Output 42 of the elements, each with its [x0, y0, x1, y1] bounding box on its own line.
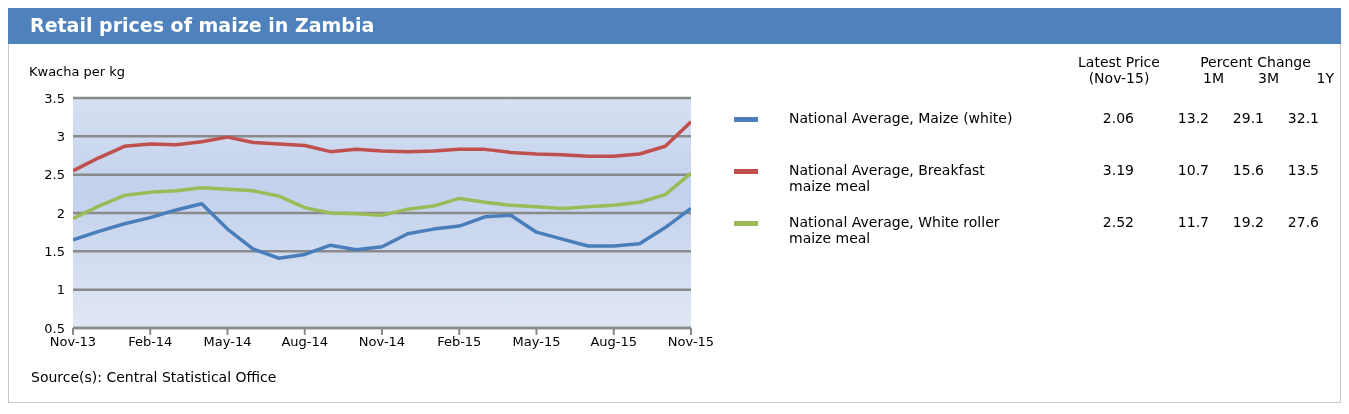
line-series [73, 171, 691, 221]
x-tick-label: Feb-14 [128, 334, 173, 350]
text: Percent Change [1199, 54, 1312, 70]
y-tick-label: 3 [56, 128, 65, 144]
text: 3.19 [1101, 162, 1134, 180]
text: 3M [1257, 70, 1279, 86]
x-tick-label: Feb-15 [437, 334, 482, 350]
x-tick-label: Nov-15 [667, 334, 715, 350]
x-tick-label: Nov-13 [49, 334, 97, 350]
y-tick-label: 1.5 [44, 243, 65, 259]
x-tick-label: Nov-14 [358, 334, 406, 350]
text: 2.52 [1101, 214, 1134, 232]
x-tick-label: Aug-15 [590, 334, 638, 350]
text: 13.2 [1176, 110, 1209, 128]
text: 2.06 [1101, 110, 1134, 128]
x-tick-label: May-15 [512, 334, 561, 350]
y-tick-label: 1 [56, 282, 65, 298]
text: 32.1 [1286, 110, 1319, 128]
text: 27.6 [1286, 214, 1319, 232]
text: Latest Price (Nov-15) [1077, 54, 1161, 88]
legend-label: National Average, White roller maize meal [789, 214, 1001, 248]
text: 13.5 [1286, 162, 1319, 180]
x-tick-label: May-14 [203, 334, 252, 350]
text: 10.7 [1176, 162, 1209, 180]
y-axis-title: Kwacha per kg [29, 64, 126, 79]
text: 11.7 [1176, 214, 1209, 232]
y-tick-label: 0.5 [44, 320, 65, 336]
y-tick-label: 2 [56, 205, 65, 221]
line-series [73, 202, 691, 260]
line-series [73, 120, 691, 173]
x-tick-label: Aug-14 [281, 334, 329, 350]
text: 1M [1202, 70, 1224, 86]
source-note: Source(s): Central Statistical Office [31, 369, 277, 385]
text: 29.1 [1231, 110, 1264, 128]
legend-label: National Average, Maize (white) [789, 110, 1014, 128]
text: 1Y [1315, 70, 1334, 86]
legend-label: National Average, Breakfast maize meal [789, 162, 986, 196]
text: 19.2 [1231, 214, 1264, 232]
y-tick-label: 3.5 [44, 90, 65, 106]
chart-title: Retail prices of maize in Zambia [8, 8, 1341, 44]
y-tick-label: 2.5 [44, 167, 65, 183]
text: 15.6 [1231, 162, 1264, 180]
